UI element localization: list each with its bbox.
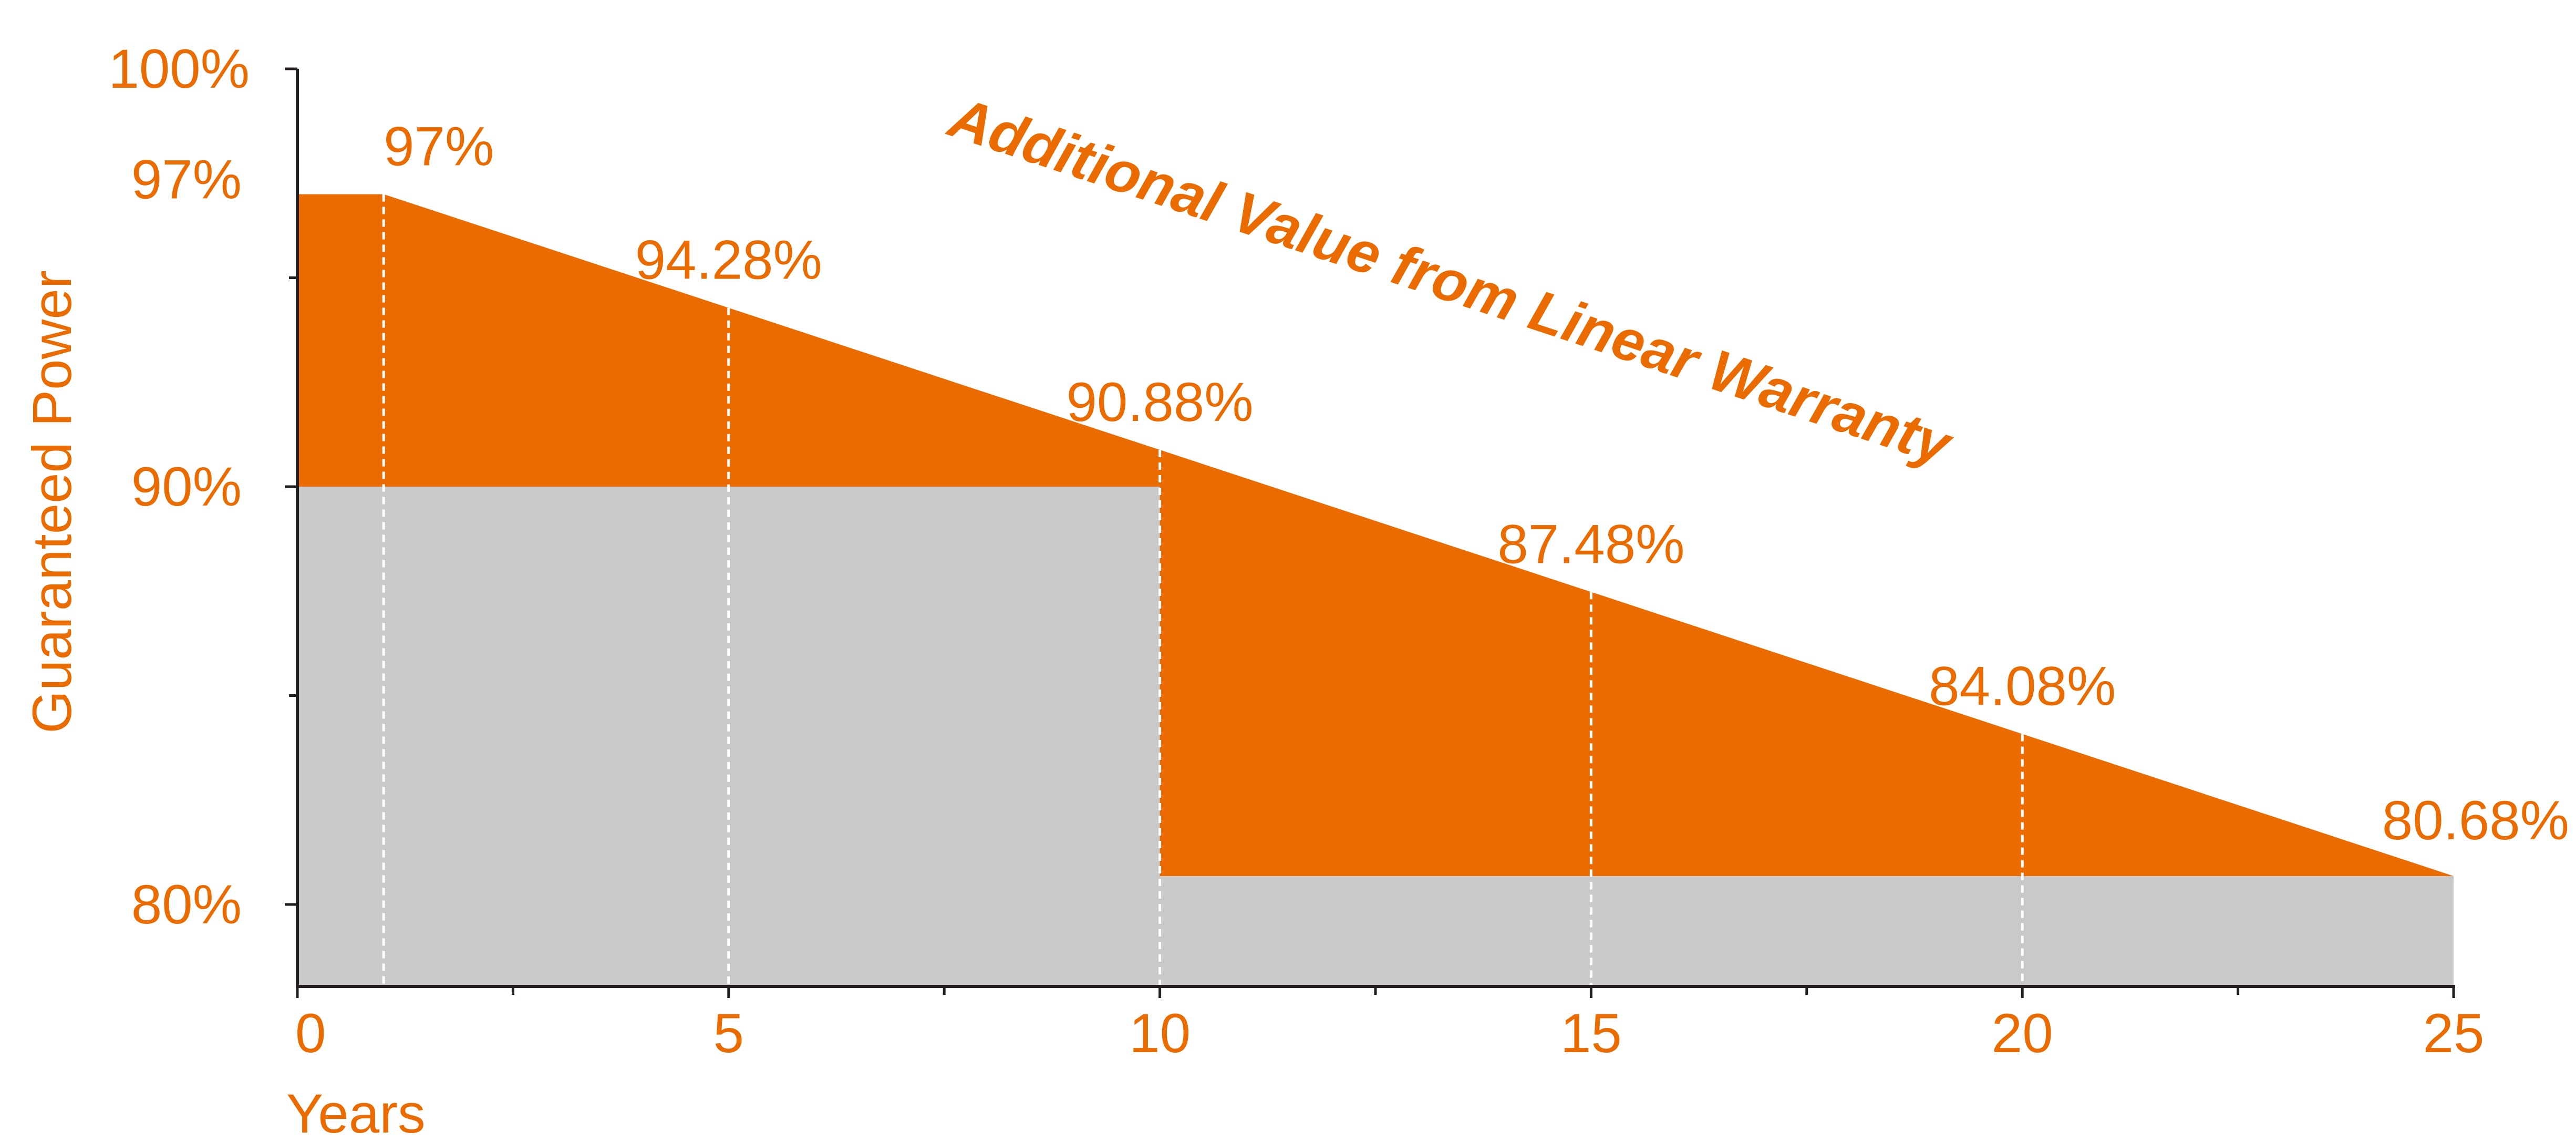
y-tick-label: 90% <box>131 456 242 518</box>
x-tick-label: 10 <box>1129 1003 1191 1064</box>
x-tick-label: 15 <box>1560 1003 1622 1064</box>
y-tick-label: 80% <box>131 874 242 935</box>
data-label: 97% <box>384 116 494 178</box>
x-tick-label: 20 <box>1992 1003 2053 1064</box>
step-warranty-area <box>297 487 2454 986</box>
y-axis-label: Guaranteed Power <box>22 270 83 733</box>
data-label: 87.48% <box>1497 513 1684 575</box>
x-axis-label: Years <box>286 1083 426 1139</box>
x-tick-label: 25 <box>2423 1003 2485 1064</box>
x-tick-label: 5 <box>713 1003 744 1064</box>
data-label: 94.28% <box>635 230 822 291</box>
y-tick-label: 97% <box>131 149 242 211</box>
data-label: 84.08% <box>1929 656 2116 717</box>
data-label: 80.68% <box>2382 790 2569 851</box>
y-tick-label: 100% <box>108 38 250 100</box>
data-label: 90.88% <box>1067 372 1254 433</box>
x-tick-label: 0 <box>295 1003 326 1064</box>
